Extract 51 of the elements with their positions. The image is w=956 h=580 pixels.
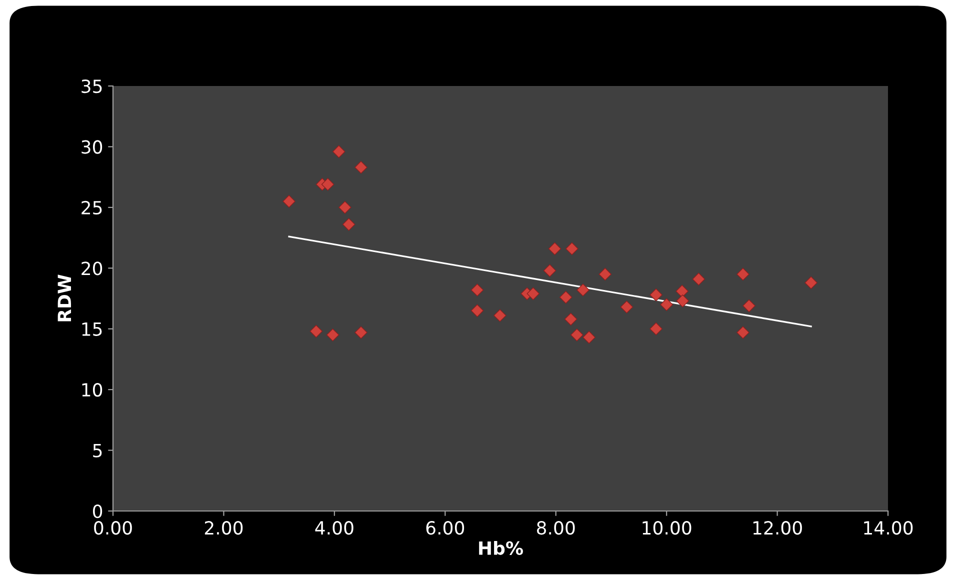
point (582, 330, 596, 344)
y-tick-label: 15 (82, 322, 102, 336)
x-tick-label: 6.00 (426, 521, 464, 535)
point (742, 299, 756, 312)
y-tick-label: 0 (92, 504, 102, 518)
point (564, 312, 578, 326)
point (576, 284, 590, 296)
x-tick-label: 4.00 (315, 521, 354, 535)
point (650, 322, 662, 336)
y-axis-title: RDW (58, 274, 71, 322)
y-tick-label: 30 (82, 140, 102, 154)
point (282, 194, 296, 208)
point (736, 326, 750, 339)
point (570, 328, 584, 342)
x-tick-label: 12.00 (753, 521, 802, 535)
y-tick-label: 35 (82, 79, 102, 94)
y-tick-label: 5 (93, 444, 102, 458)
point (676, 284, 688, 298)
point (354, 160, 368, 174)
point (543, 264, 556, 277)
point (494, 309, 506, 322)
x-tick-label: 2.00 (204, 521, 243, 535)
point (598, 268, 612, 281)
point (559, 290, 572, 304)
point (321, 178, 334, 191)
point (548, 242, 562, 256)
point (470, 284, 484, 296)
point (804, 276, 818, 290)
point (470, 304, 484, 318)
x-tick-label: 8.00 (536, 521, 575, 535)
y-tick-label: 10 (82, 383, 102, 397)
x-tick-label: 0.00 (94, 521, 132, 535)
point (332, 145, 346, 158)
point (650, 288, 662, 302)
point (660, 298, 673, 311)
point (326, 328, 340, 342)
x-tick-label: 14.00 (864, 521, 913, 535)
point (692, 272, 706, 286)
point (620, 300, 634, 314)
x-tick-label: 10.00 (642, 521, 692, 535)
y-tick-label: 20 (82, 262, 102, 276)
point (338, 201, 352, 214)
point (676, 294, 690, 308)
point (736, 268, 750, 281)
point (342, 218, 356, 231)
point (354, 326, 368, 339)
x-axis-title: Hb% (479, 540, 523, 555)
y-tick-label: 25 (82, 200, 102, 215)
point (310, 324, 323, 338)
point (566, 242, 578, 256)
point (526, 287, 540, 300)
